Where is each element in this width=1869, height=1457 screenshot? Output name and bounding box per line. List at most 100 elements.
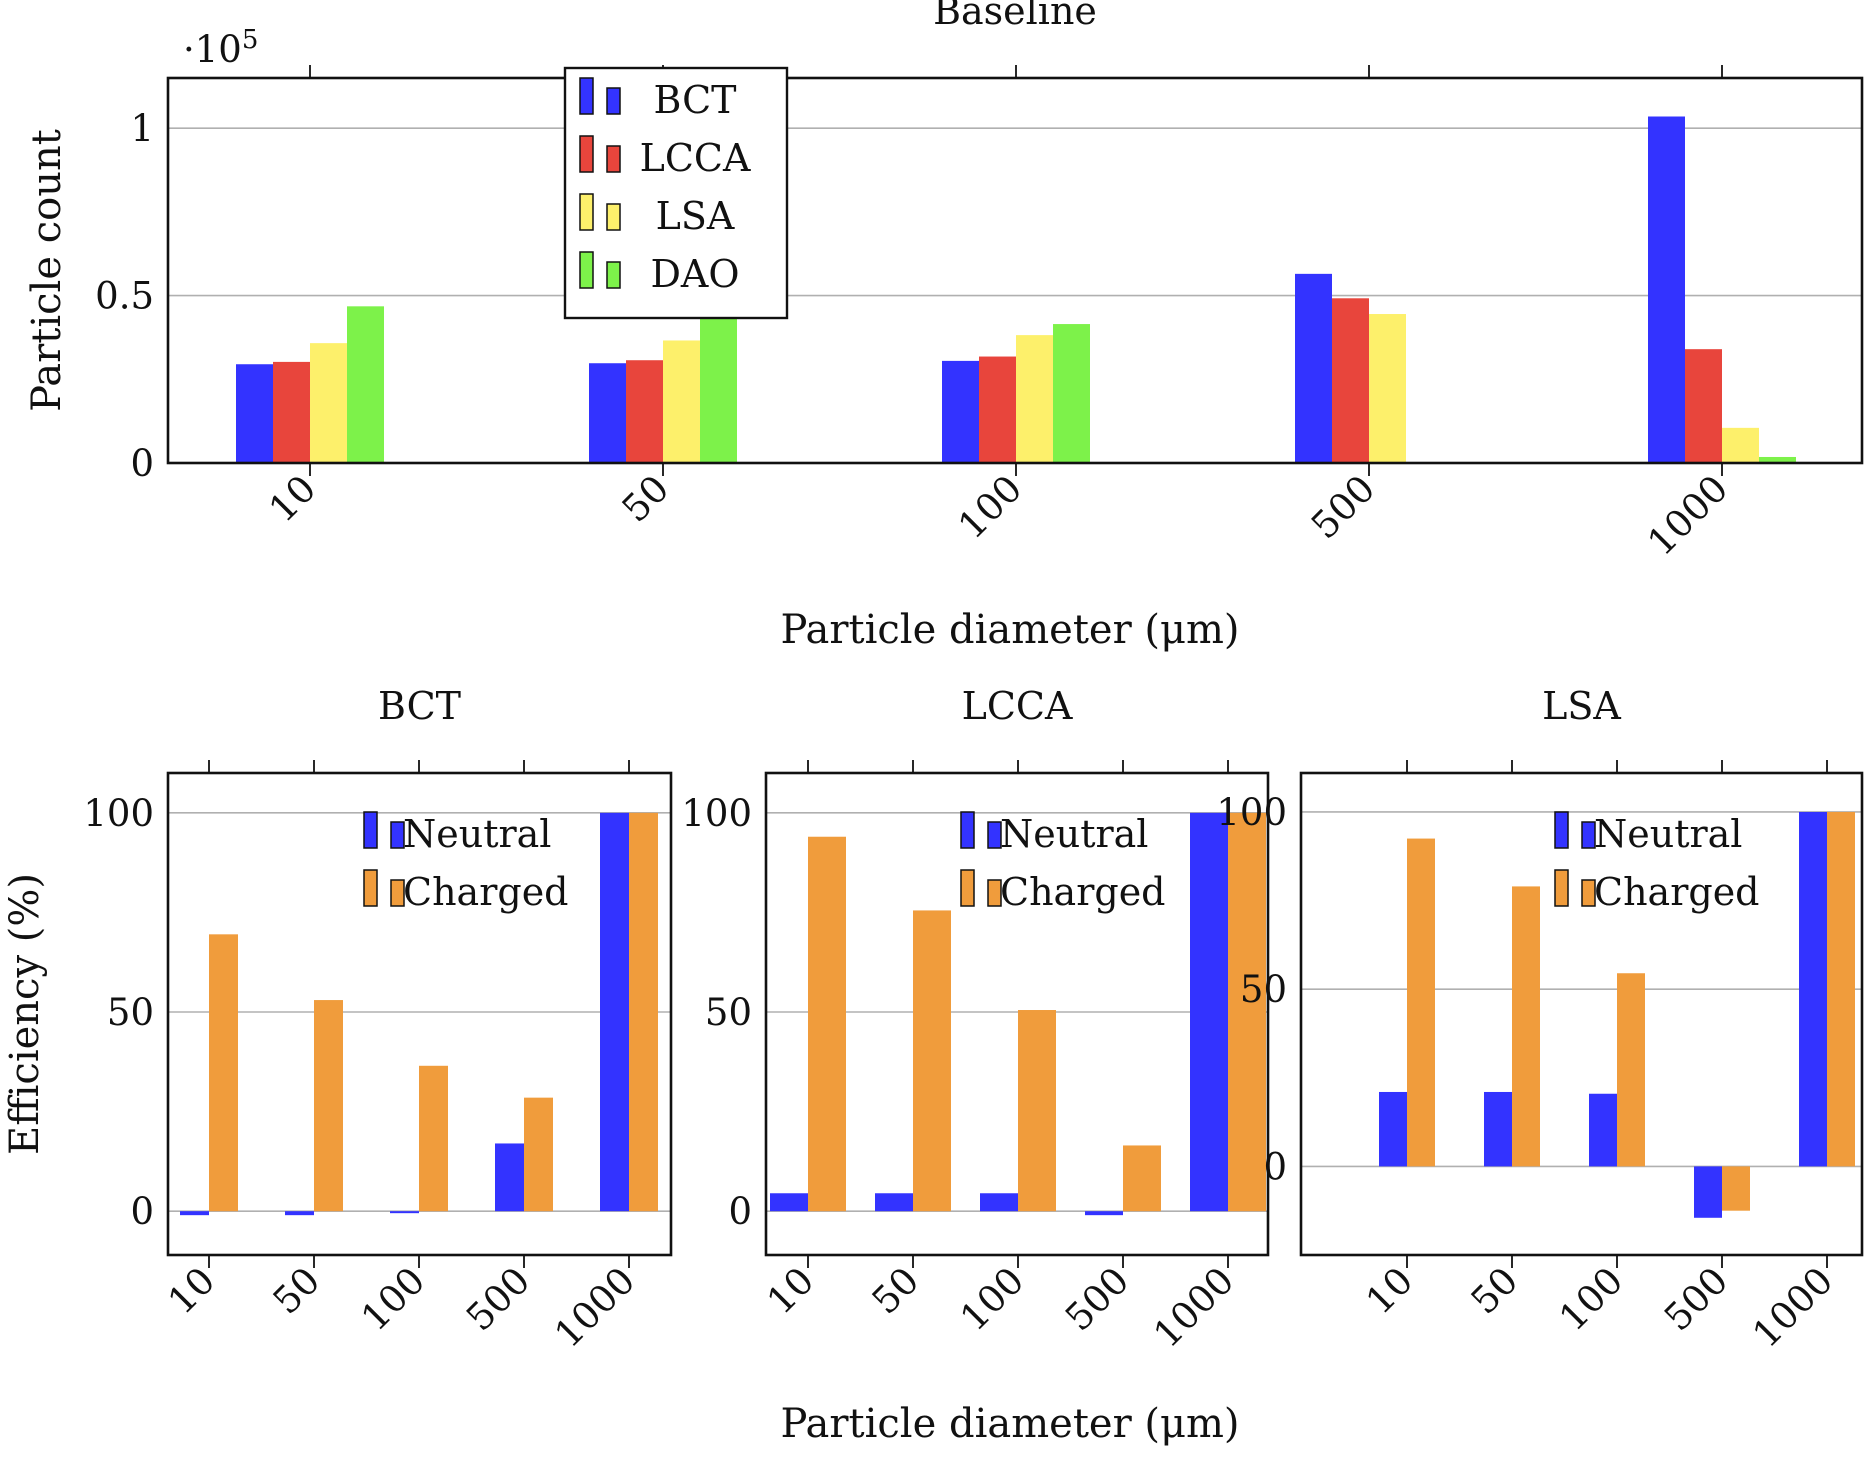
x-tick-label: 10 bbox=[1358, 1259, 1422, 1323]
y-tick-label: 0 bbox=[130, 1190, 154, 1233]
bar-baseline-lcca-100 bbox=[979, 356, 1016, 463]
y-tick-label: 0 bbox=[728, 1190, 752, 1233]
bar-baseline-lcca-50 bbox=[626, 360, 663, 463]
bar-bct-charged-50 bbox=[314, 1000, 343, 1212]
legend-swatch-charged bbox=[960, 869, 975, 907]
chart-lsa: 10 50 100 500 1000 0 50 100 LSA Neutral Charged bbox=[1216, 684, 1864, 1356]
bar-bct-charged-1000 bbox=[629, 812, 658, 1212]
bar-lcca-neutral-50 bbox=[875, 1193, 913, 1212]
y-tick-label: 100 bbox=[1216, 791, 1287, 834]
bar-lcca-neutral-10 bbox=[770, 1193, 808, 1212]
legend-swatch-neutral bbox=[960, 811, 975, 849]
legend: Neutral Charged bbox=[1554, 811, 1760, 914]
legend-swatch-charged bbox=[363, 869, 378, 907]
bar-lcca-charged-10 bbox=[808, 836, 846, 1212]
bar-baseline-dao-10 bbox=[347, 306, 384, 463]
bar-lsa-neutral-50 bbox=[1484, 1091, 1512, 1167]
legend-swatch-charged bbox=[1554, 869, 1569, 907]
bar-baseline-lcca-500 bbox=[1332, 298, 1369, 463]
chart-title: Baseline bbox=[933, 0, 1097, 33]
legend-swatch-bct bbox=[579, 77, 594, 115]
legend-swatch-small bbox=[606, 261, 621, 289]
legend-label-lsa: LSA bbox=[656, 194, 735, 238]
bar-bct-charged-10 bbox=[209, 934, 238, 1212]
x-tick-label: 10 bbox=[759, 1259, 823, 1323]
y-axis-label: Efficiency (%) bbox=[2, 873, 48, 1155]
chart-title: LCCA bbox=[962, 684, 1073, 728]
chart-lcca: 10 50 100 500 1000 0 50 100 LCCA Neutral Charged bbox=[681, 684, 1270, 1356]
bar-lcca-neutral-100 bbox=[980, 1193, 1018, 1212]
y-tick-label: 0.5 bbox=[95, 275, 154, 318]
bar-baseline-bct-100 bbox=[942, 360, 979, 463]
legend-swatch-lsa bbox=[579, 193, 594, 231]
x-tick-label: 500 bbox=[1303, 467, 1383, 547]
y-tick-label: 0 bbox=[1263, 1145, 1287, 1188]
legend: BCT LCCA LSA DAO bbox=[563, 66, 789, 320]
bar-bct-charged-500 bbox=[524, 1097, 553, 1212]
y-tick-label: 50 bbox=[107, 991, 154, 1034]
legend-swatch-neutral bbox=[363, 811, 378, 849]
bar-baseline-lsa-1000 bbox=[1722, 427, 1759, 463]
legend-swatch-small bbox=[1581, 821, 1596, 849]
bar-baseline-dao-50 bbox=[700, 315, 737, 463]
plot-frame bbox=[1299, 771, 1864, 1257]
y-tick-label: 100 bbox=[83, 792, 154, 835]
y-axis-label: Particle count bbox=[24, 129, 70, 412]
bar-lsa-neutral-10 bbox=[1379, 1091, 1407, 1167]
bar-lcca-neutral-500 bbox=[1085, 1211, 1123, 1216]
bar-lsa-charged-100 bbox=[1617, 973, 1645, 1167]
bar-bct-neutral-10 bbox=[180, 1211, 209, 1216]
bar-baseline-lsa-100 bbox=[1016, 335, 1053, 463]
legend-label-dao: DAO bbox=[650, 252, 739, 296]
legend-swatch-small bbox=[606, 87, 621, 115]
x-tick-label: 1000 bbox=[546, 1259, 643, 1356]
bar-baseline-bct-500 bbox=[1295, 273, 1332, 463]
legend-swatch-neutral bbox=[1554, 811, 1569, 849]
x-tick-label: 10 bbox=[261, 467, 325, 531]
y-multiplier: ·105 bbox=[183, 25, 258, 71]
bar-bct-neutral-500 bbox=[495, 1143, 524, 1212]
chart-baseline: 10 50 100 500 1000 0 0.5 1 Baseline Particle coun… bbox=[24, 0, 1864, 653]
bar-baseline-dao-1000 bbox=[1759, 456, 1796, 463]
bar-lcca-charged-50 bbox=[913, 910, 951, 1212]
bar-lsa-charged-10 bbox=[1407, 838, 1435, 1167]
plot-frame bbox=[764, 771, 1270, 1257]
shared-x-axis-label: Particle diameter (μm) bbox=[780, 1401, 1239, 1447]
x-tick-label: 50 bbox=[864, 1259, 928, 1323]
legend-label-charged: Charged bbox=[1594, 870, 1760, 914]
x-tick-label: 1000 bbox=[1145, 1259, 1242, 1356]
x-tick-label: 500 bbox=[458, 1259, 538, 1339]
bar-baseline-lcca-1000 bbox=[1685, 349, 1722, 463]
y-tick-label: 50 bbox=[1240, 968, 1287, 1011]
x-axis-label: Particle diameter (μm) bbox=[780, 607, 1239, 653]
x-tick-label: 1000 bbox=[1744, 1259, 1841, 1356]
chart-bct: 10 50 100 500 1000 0 50 100 BCT Efficiency (%) Neu… bbox=[2, 684, 673, 1356]
legend: Neutral Charged bbox=[960, 811, 1166, 914]
legend-label-neutral: Neutral bbox=[403, 812, 551, 856]
bar-bct-neutral-50 bbox=[285, 1211, 314, 1216]
legend-swatch-small bbox=[987, 821, 1002, 849]
bar-lcca-charged-100 bbox=[1018, 1010, 1056, 1212]
x-tick-label: 100 bbox=[952, 1259, 1032, 1339]
legend-label-charged: Charged bbox=[1000, 870, 1166, 914]
bar-baseline-lsa-50 bbox=[663, 340, 700, 463]
legend-swatch-small bbox=[606, 145, 621, 173]
legend: Neutral Charged bbox=[363, 811, 569, 914]
x-tick-label: 50 bbox=[614, 467, 678, 531]
legend-swatch-small bbox=[606, 203, 621, 231]
bar-baseline-dao-100 bbox=[1053, 324, 1090, 463]
bar-lsa-charged-500 bbox=[1722, 1166, 1750, 1211]
x-tick-label: 1000 bbox=[1639, 467, 1736, 564]
x-tick-label: 10 bbox=[160, 1259, 224, 1323]
legend-swatch-lcca bbox=[579, 135, 594, 173]
legend-label-neutral: Neutral bbox=[1594, 812, 1742, 856]
bar-lcca-neutral-1000 bbox=[1190, 812, 1228, 1212]
legend-label-lcca: LCCA bbox=[640, 136, 751, 180]
bar-lsa-charged-1000 bbox=[1827, 811, 1855, 1167]
bar-bct-neutral-100 bbox=[390, 1211, 419, 1214]
bar-baseline-bct-1000 bbox=[1648, 116, 1685, 463]
bar-lsa-neutral-1000 bbox=[1799, 811, 1827, 1167]
bar-baseline-lcca-10 bbox=[273, 361, 310, 463]
